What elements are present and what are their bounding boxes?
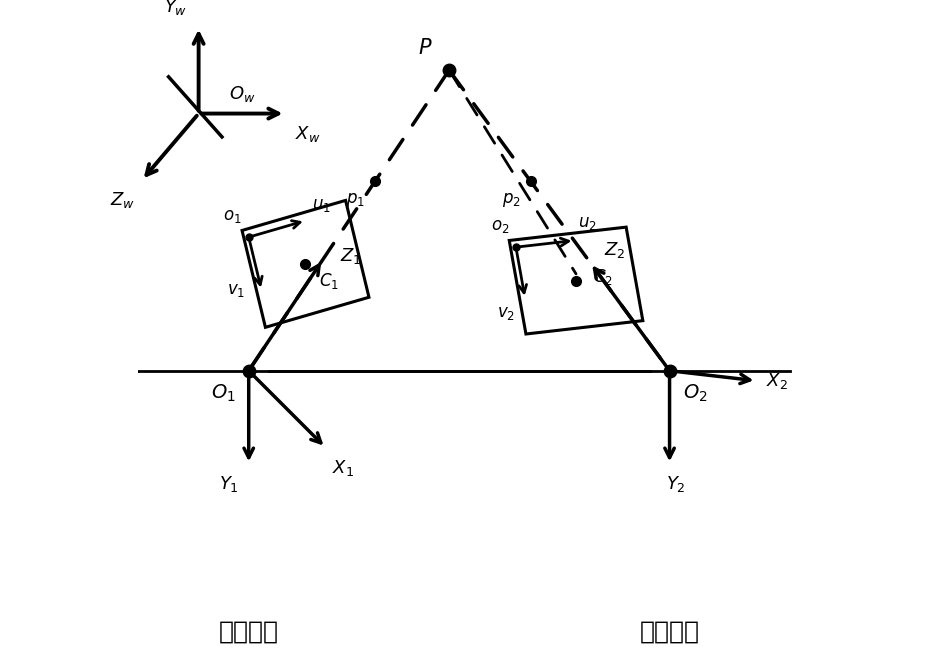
Text: $P$: $P$ bbox=[417, 38, 432, 58]
Text: $C_1$: $C_1$ bbox=[318, 271, 339, 291]
Text: $C_2$: $C_2$ bbox=[592, 267, 612, 287]
Text: $o_1$: $o_1$ bbox=[224, 208, 242, 225]
Text: 右摄像机: 右摄像机 bbox=[639, 619, 699, 643]
Text: $u_2$: $u_2$ bbox=[577, 216, 596, 232]
Text: $Z_2$: $Z_2$ bbox=[603, 240, 625, 260]
Text: $Z_1$: $Z_1$ bbox=[339, 246, 361, 267]
Text: $u_1$: $u_1$ bbox=[312, 197, 331, 214]
Text: $X_1$: $X_1$ bbox=[332, 458, 354, 478]
Text: $Z_w$: $Z_w$ bbox=[110, 190, 135, 210]
Text: $Y_1$: $Y_1$ bbox=[219, 474, 239, 494]
Text: $o_2$: $o_2$ bbox=[490, 218, 509, 235]
Text: $p_2$: $p_2$ bbox=[501, 191, 520, 209]
Text: $O_w$: $O_w$ bbox=[228, 84, 255, 104]
Text: $v_1$: $v_1$ bbox=[227, 282, 244, 299]
Text: $Y_w$: $Y_w$ bbox=[163, 0, 187, 17]
Text: $X_2$: $X_2$ bbox=[766, 371, 787, 391]
Text: $p_1$: $p_1$ bbox=[346, 191, 364, 209]
Text: $X_w$: $X_w$ bbox=[295, 124, 321, 144]
Text: $Y_2$: $Y_2$ bbox=[666, 474, 685, 494]
Text: $O_2$: $O_2$ bbox=[683, 383, 707, 404]
Text: $v_2$: $v_2$ bbox=[497, 305, 514, 322]
Text: 左摄像机: 左摄像机 bbox=[218, 619, 278, 643]
Text: $O_1$: $O_1$ bbox=[211, 383, 235, 404]
